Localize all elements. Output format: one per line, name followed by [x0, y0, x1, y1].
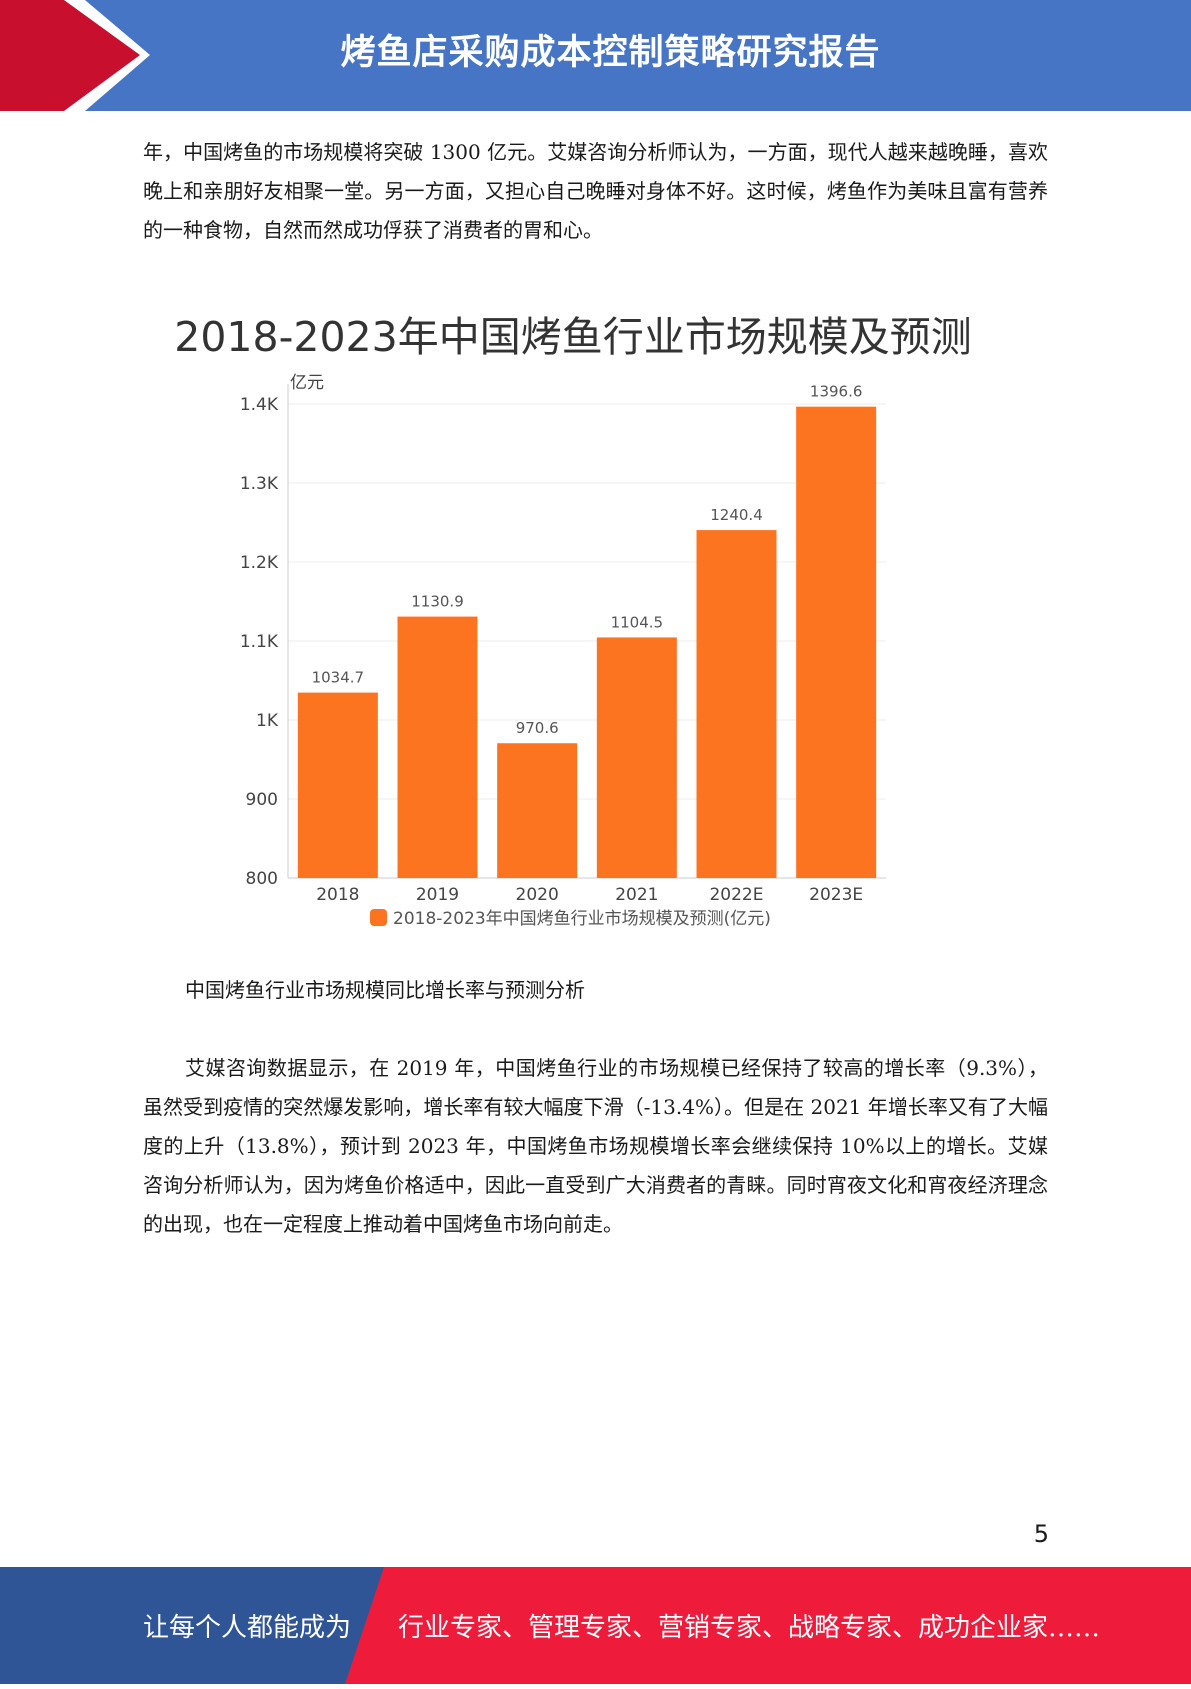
footer-slogan-right: 行业专家、管理专家、营销专家、战略专家、成功企业家…… [398, 1613, 1101, 1643]
bar-value-label: 1130.9 [411, 593, 464, 611]
y-tick-label: 900 [246, 790, 278, 810]
footer-background [0, 1567, 1191, 1684]
footer-slogan-left: 让每个人都能成为 [143, 1613, 352, 1643]
y-tick-label: 1.3K [240, 474, 279, 494]
x-tick-label: 2018 [316, 885, 359, 905]
bar [397, 616, 478, 878]
chart-title: 2018-2023年中国烤鱼行业市场规模及预测 [174, 313, 972, 361]
legend-label: 2018-2023年中国烤鱼行业市场规模及预测(亿元) [393, 909, 771, 929]
bar-value-label: 1396.6 [810, 383, 863, 401]
report-header: 烤鱼店采购成本控制策略研究报告 [0, 0, 1191, 111]
x-tick-label: 2021 [615, 885, 658, 905]
bar-value-label: 1034.7 [312, 669, 365, 687]
page-number: 5 [1033, 1520, 1049, 1548]
report-title: 烤鱼店采购成本控制策略研究报告 [340, 33, 881, 73]
x-tick-label: 2023E [809, 885, 863, 905]
x-tick-label: 2019 [416, 885, 459, 905]
x-tick-label: 2020 [516, 885, 559, 905]
bar-value-label: 1240.4 [710, 506, 763, 524]
bar [696, 530, 777, 878]
y-tick-label: 800 [246, 869, 278, 889]
y-tick-label: 1K [256, 711, 279, 731]
bar [497, 743, 578, 878]
x-tick-label: 2022E [709, 885, 763, 905]
bar [596, 637, 677, 878]
market-size-bar-chart: 800 900 1K 1.1K 1.2K 1.3K 1.4K 亿元 1034.7 2018 1130… [240, 373, 886, 929]
y-tick-label: 1.2K [240, 553, 279, 573]
bar-value-label: 970.6 [516, 719, 559, 737]
intro-paragraph: 年，中国烤鱼的市场规模将突破 1300 亿元。艾媒咨询分析师认为，一方面，现代人… [143, 140, 1048, 242]
bar-value-label: 1104.5 [611, 613, 664, 631]
legend-swatch [370, 909, 387, 926]
analysis-paragraph: 艾媒咨询数据显示，在 2019 年，中国烤鱼行业的市场规模已经保持了较高的增长率… [143, 1056, 1048, 1236]
page-footer: 让每个人都能成为 行业专家、管理专家、营销专家、战略专家、成功企业家…… [0, 1567, 1191, 1684]
bar [796, 406, 877, 878]
chart-caption: 中国烤鱼行业市场规模同比增长率与预测分析 [185, 978, 585, 1002]
bar [297, 692, 378, 878]
y-axis-unit-label: 亿元 [290, 373, 324, 393]
y-tick-label: 1.4K [240, 395, 279, 415]
y-tick-label: 1.1K [240, 632, 279, 652]
header-arrow-decoration [0, 0, 150, 111]
